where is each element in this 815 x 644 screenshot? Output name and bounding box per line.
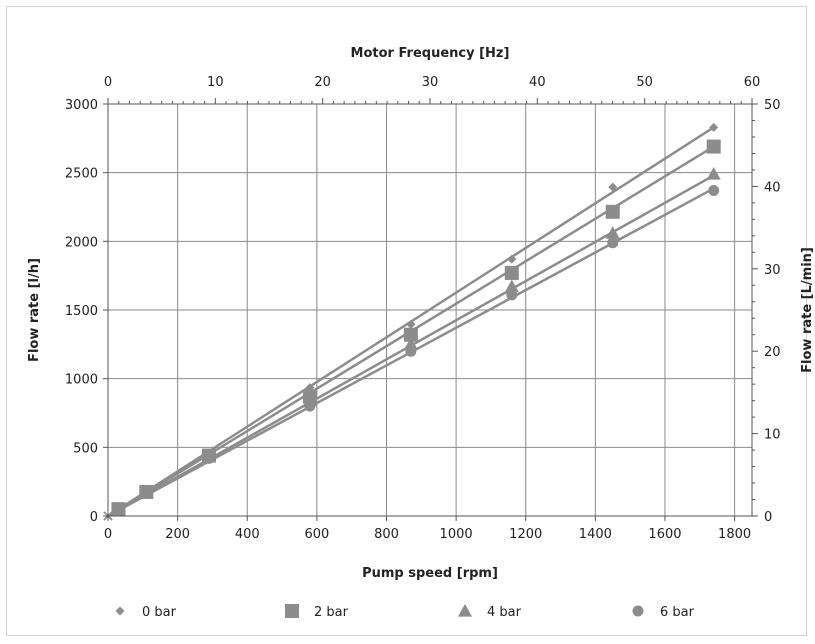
data-point-4-bar xyxy=(605,226,620,239)
y2-tick-label: 10 xyxy=(764,428,781,443)
data-point-6-bar xyxy=(506,289,518,301)
legend-marker-2-bar xyxy=(285,604,299,618)
legend-marker-4-bar xyxy=(458,604,472,617)
y-tick-label: 2500 xyxy=(65,167,98,182)
y-tick-label: 1500 xyxy=(65,304,98,319)
x2-tick-label: 20 xyxy=(314,75,331,90)
x-tick-label: 1800 xyxy=(718,527,751,542)
axis-tick-labels: 0 200 400 600 800 1000 1200 1400 1600 18000500100… xyxy=(65,75,781,542)
y-tick-label: 500 xyxy=(73,441,98,456)
x-tick-label: 800 xyxy=(374,527,399,542)
x-tick-label: 1600 xyxy=(648,527,681,542)
y-axis-title: Flow rate [l/h] xyxy=(27,258,42,362)
legend-label-0-bar: 0 bar xyxy=(142,605,177,620)
y-tick-label: 2000 xyxy=(65,235,98,250)
y2-tick-label: 20 xyxy=(764,345,781,360)
x2-tick-label: 30 xyxy=(422,75,439,90)
x2-tick-label: 50 xyxy=(636,75,653,90)
data-point-0-bar xyxy=(507,254,517,264)
data-point-2-bar xyxy=(706,139,721,154)
data-point-4-bar xyxy=(403,337,418,350)
x-tick-label: 1200 xyxy=(509,527,542,542)
x2-tick-label: 40 xyxy=(529,75,546,90)
y2-axis-title: Flow rate [L/min] xyxy=(800,247,815,373)
x-tick-label: 600 xyxy=(304,527,329,542)
y2-tick-label: 0 xyxy=(764,510,772,525)
data-point-6-bar xyxy=(203,452,215,464)
x-tick-label: 1000 xyxy=(440,527,473,542)
y-tick-label: 1000 xyxy=(65,373,98,388)
data-point-6-bar xyxy=(112,503,124,515)
data-markers xyxy=(103,122,721,521)
legend-marker-0-bar xyxy=(115,606,125,616)
x2-tick-label: 60 xyxy=(744,75,761,90)
x-tick-label: 1400 xyxy=(579,527,612,542)
x2-axis-title: Motor Frequency [Hz] xyxy=(351,46,510,61)
data-point-0-bar xyxy=(406,319,416,329)
x-axis-title: Pump speed [rpm] xyxy=(362,566,498,581)
data-point-6-bar xyxy=(140,487,152,499)
data-point-6-bar xyxy=(304,400,316,412)
y-tick-label: 3000 xyxy=(65,98,98,113)
data-point-6-bar xyxy=(607,237,619,249)
y2-tick-label: 30 xyxy=(764,263,781,278)
x-tick-label: 400 xyxy=(235,527,260,542)
data-point-2-bar xyxy=(504,265,519,280)
x2-tick-label: 10 xyxy=(207,75,224,90)
legend: 0 bar 2 bar 4 bar 6 bar xyxy=(115,604,695,620)
data-point-0-bar xyxy=(709,122,719,132)
x-tick-label: 200 xyxy=(165,527,190,542)
legend-label-6-bar: 6 bar xyxy=(660,605,695,620)
legend-label-4-bar: 4 bar xyxy=(487,605,522,620)
legend-marker-6-bar xyxy=(632,605,644,617)
data-point-6-bar xyxy=(405,345,417,357)
y2-tick-label: 50 xyxy=(764,98,781,113)
data-point-6-bar xyxy=(708,185,720,197)
x-tick-label: 0 xyxy=(104,527,112,542)
legend-label-2-bar: 2 bar xyxy=(314,605,349,620)
chart-frame xyxy=(6,6,807,636)
axis-ticks xyxy=(103,98,758,521)
data-point-0-bar xyxy=(608,182,618,192)
y2-tick-label: 40 xyxy=(764,180,781,195)
data-point-4-bar xyxy=(706,167,721,180)
x2-tick-label: 0 xyxy=(104,75,112,90)
data-point-2-bar xyxy=(605,204,620,219)
y-tick-label: 0 xyxy=(90,510,98,525)
data-point-2-bar xyxy=(403,327,418,342)
data-point-4-bar xyxy=(504,279,519,293)
